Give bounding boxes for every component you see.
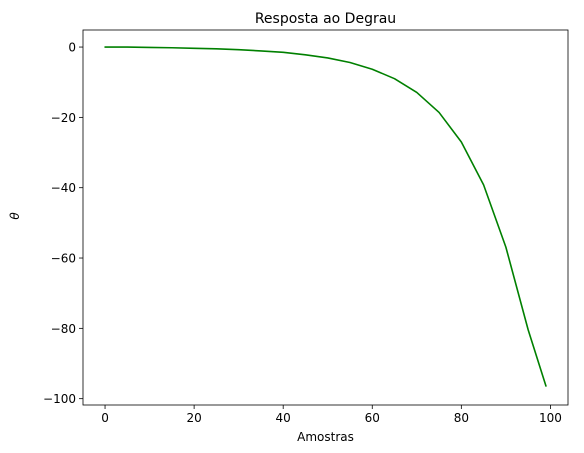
y-tick-label: 0 [68, 41, 76, 55]
axes-frame [82, 29, 569, 406]
x-tick-label: 0 [101, 411, 109, 425]
x-axis-label: Amostras [297, 430, 354, 444]
plot-area [104, 46, 547, 387]
chart-title: Resposta ao Degrau [255, 11, 396, 27]
x-tick-label: 100 [539, 411, 562, 425]
y-axis-label: θ [8, 212, 22, 220]
y-tick-label: −60 [51, 252, 76, 266]
y-tick-label: −80 [51, 322, 76, 336]
y-tick-label: −20 [51, 111, 76, 125]
y-tick-label: −100 [43, 392, 76, 406]
x-tick-label: 40 [276, 411, 291, 425]
series-line [104, 46, 547, 387]
y-axis: 0 −20 −40 −60 −80 −100 [43, 41, 83, 406]
y-tick-label: −40 [51, 181, 76, 195]
x-tick-label: 20 [186, 411, 201, 425]
x-tick-label: 80 [454, 411, 469, 425]
x-axis: 0 20 40 60 80 100 [101, 405, 562, 425]
x-tick-label: 60 [365, 411, 380, 425]
